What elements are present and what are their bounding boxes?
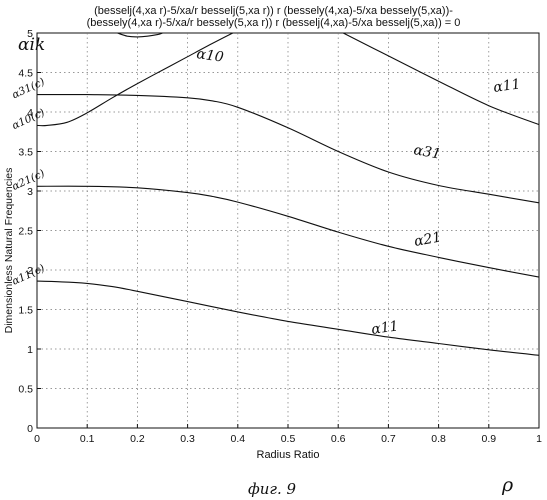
x-tick-label: 1 [536,433,542,445]
x-tick-label: 0.5 [281,433,296,445]
axis-symbol-alpha-ik: αik [18,35,45,55]
x-tick-label: 0.4 [230,433,245,445]
y-axis-label: Dimensionless Natural Frequencies [3,168,15,334]
y-tick-label: 1 [27,344,33,356]
x-tick-label: 0.7 [381,433,396,445]
x-tick-label: 0.6 [331,433,346,445]
y-tick-label: 0.5 [18,384,33,396]
figure-caption: фиг. 9 [248,480,297,498]
x-tick-label: 0.8 [431,433,446,445]
x-tick-label: 0.9 [481,433,496,445]
x-tick-label: 0.3 [180,433,195,445]
y-tick-label: 0 [27,423,33,435]
y-tick-label: 3 [27,186,33,198]
x-tick-label: 0.2 [130,433,145,445]
y-tick-label: 1.5 [18,305,33,317]
x-axis-label: Radius Ratio [257,449,320,461]
x-tick-label: 0.1 [80,433,95,445]
y-tick-label: 4.5 [18,68,33,80]
y-tick-label: 2.5 [18,226,33,238]
y-tick-label: 3.5 [18,147,33,159]
x-tick-label: 0 [34,433,40,445]
x-symbol-rho: ρ [501,474,514,496]
